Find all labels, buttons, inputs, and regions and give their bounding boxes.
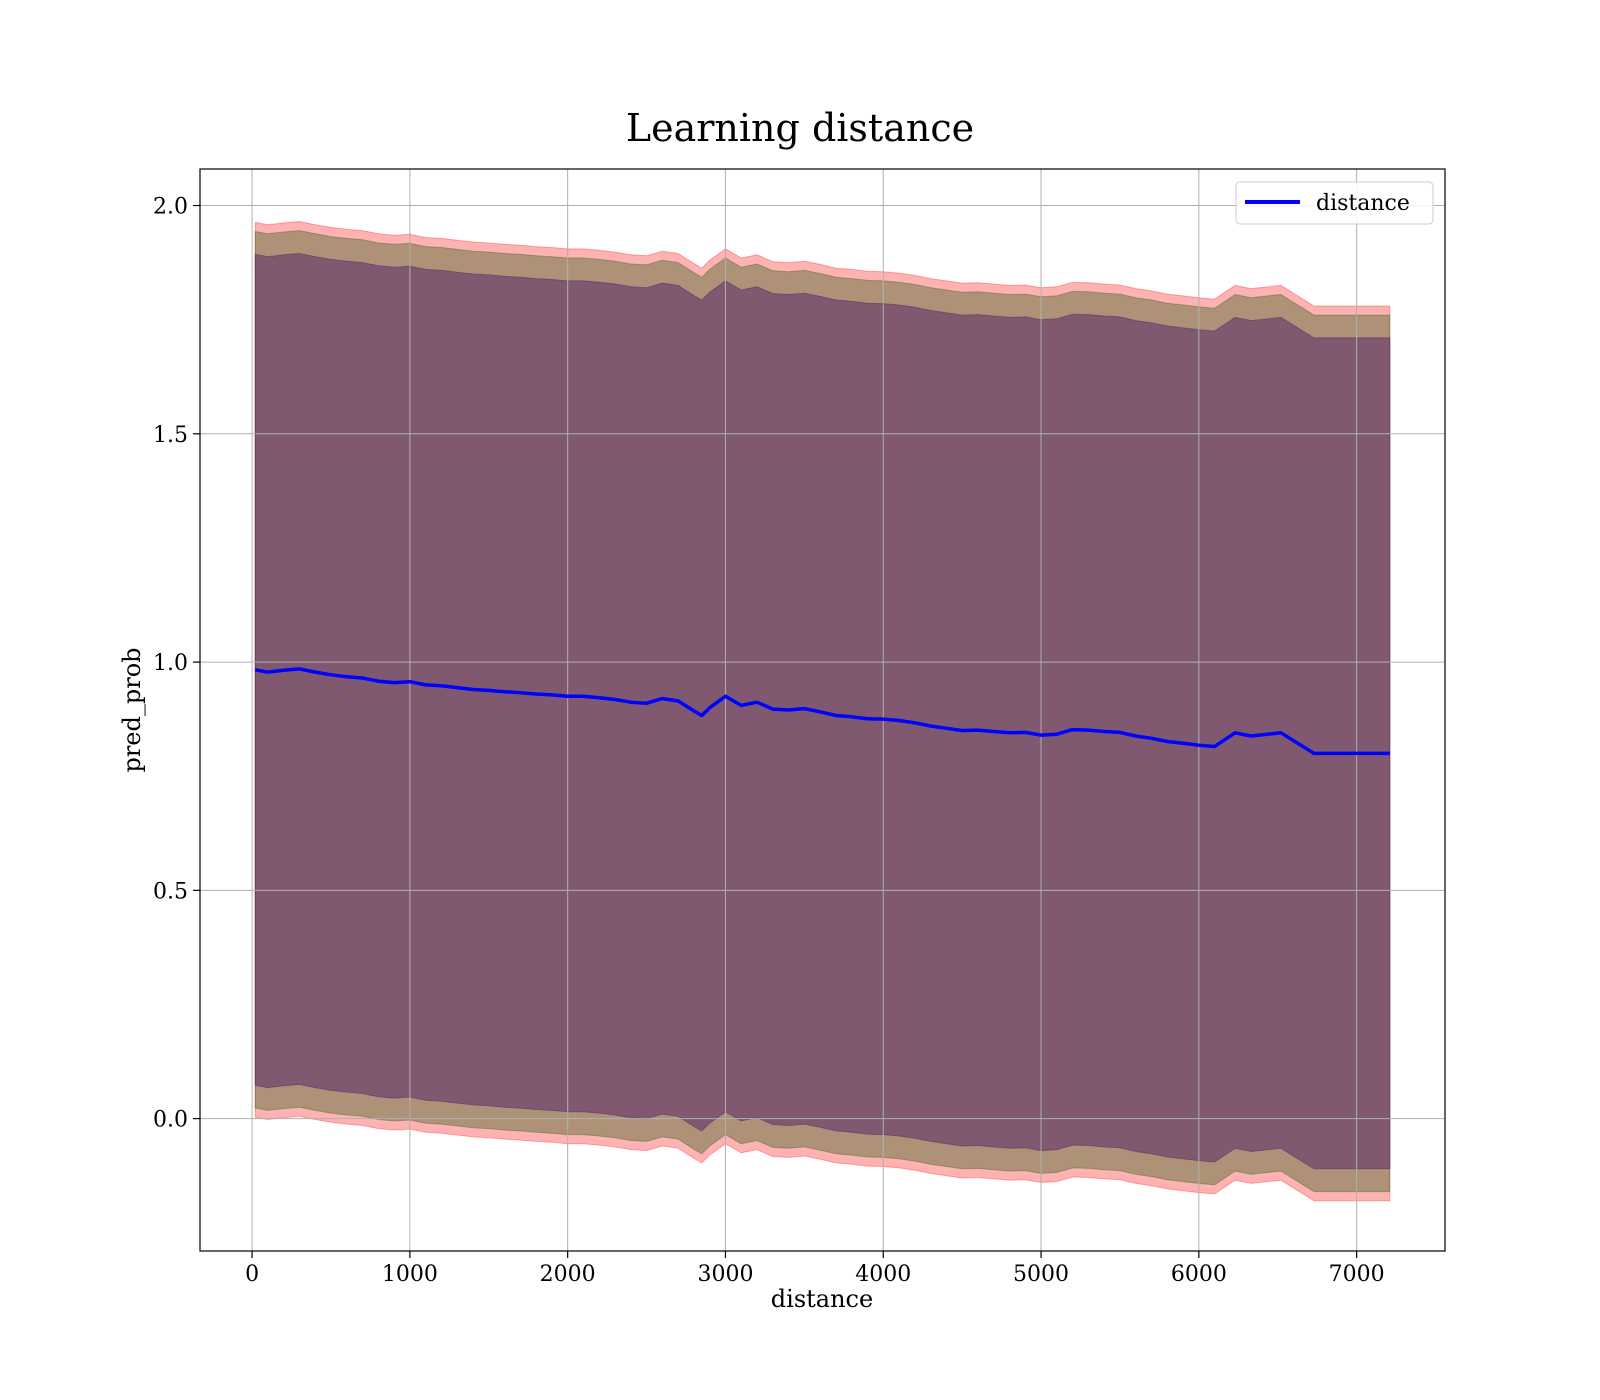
y-tick-label: 0.0: [153, 1108, 188, 1133]
y-tick-label: 1.0: [153, 651, 188, 676]
series-lines: [254, 667, 1390, 756]
x-tick-label: 7000: [1329, 1262, 1385, 1287]
plot-frame: [199, 168, 1446, 1252]
y-tick-label: 0.5: [153, 879, 188, 904]
chart-title: Learning distance: [626, 106, 974, 150]
x-tick-label: 5000: [1013, 1262, 1069, 1287]
y-tick-label: 1.5: [153, 423, 188, 448]
x-axis-label: distance: [771, 1285, 873, 1313]
x-axis-ticks: 0 1000 2000 3000 4000 5000 6000 7000: [245, 1251, 1385, 1287]
x-tick-label: 1000: [382, 1262, 438, 1287]
legend-box: [1235, 181, 1434, 225]
y-tick-label: 2.0: [153, 195, 188, 220]
x-tick-label: 2000: [540, 1262, 596, 1287]
legend-label: distance: [1316, 191, 1410, 216]
y-axis-ticks: 0.0 0.5 1.0 1.5 2.0: [153, 195, 200, 1133]
x-tick-label: 0: [245, 1262, 259, 1287]
legend: distance: [1235, 181, 1434, 225]
x-tick-label: 3000: [697, 1262, 753, 1287]
series-line-distance: [254, 667, 1390, 756]
x-tick-label: 4000: [855, 1262, 911, 1287]
y-axis-label: pred_prob: [118, 647, 146, 772]
x-tick-label: 6000: [1171, 1262, 1227, 1287]
grid-lines: [200, 169, 1445, 1251]
